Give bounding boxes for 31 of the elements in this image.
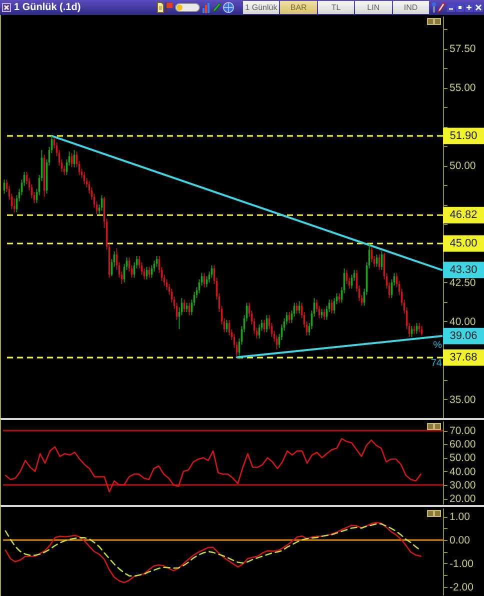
y-tick-label: 40.00 [450, 316, 476, 328]
ref-line-label: 45.00 [450, 237, 478, 250]
annotation: % [433, 340, 442, 351]
y-tick-label: -2.00 [450, 581, 474, 594]
y-tick-label: 1.00 [450, 511, 470, 524]
data-label: 43.30 [450, 264, 478, 276]
text: 1 Günlük (.1d) [14, 1, 81, 14]
line-series [4, 438, 422, 492]
y-tick-label: 50.00 [450, 160, 476, 172]
data-label: 39.06 [450, 330, 478, 342]
y-tick-label: -1.00 [450, 558, 474, 570]
text: LIN [355, 1, 392, 14]
y-tick-label: 30.00 [450, 479, 476, 492]
y-tick-label: 60.00 [450, 438, 476, 451]
y-tick-label: 0.00 [450, 534, 470, 547]
ref-line-label: 37.68 [450, 352, 478, 364]
y-tick-label: 55.00 [450, 82, 476, 94]
y-tick-label: 42.50 [450, 276, 476, 289]
text: TL [318, 1, 354, 14]
y-tick-label: 20.00 [450, 493, 476, 506]
y-tick-label: 57.50 [450, 43, 476, 56]
text: IND [392, 1, 429, 14]
ref-line-label: 51.90 [450, 130, 478, 142]
ref-line-label: 46.82 [450, 209, 478, 222]
text: BAR [280, 1, 317, 14]
y-tick-label: 35.00 [450, 394, 476, 406]
y-tick-label: 70.00 [450, 425, 476, 438]
y-tick-label: 40.00 [450, 466, 476, 478]
text: 1 Günlük [243, 1, 280, 14]
y-tick-label: 50.00 [450, 452, 476, 464]
annotation: 74 [430, 358, 442, 369]
